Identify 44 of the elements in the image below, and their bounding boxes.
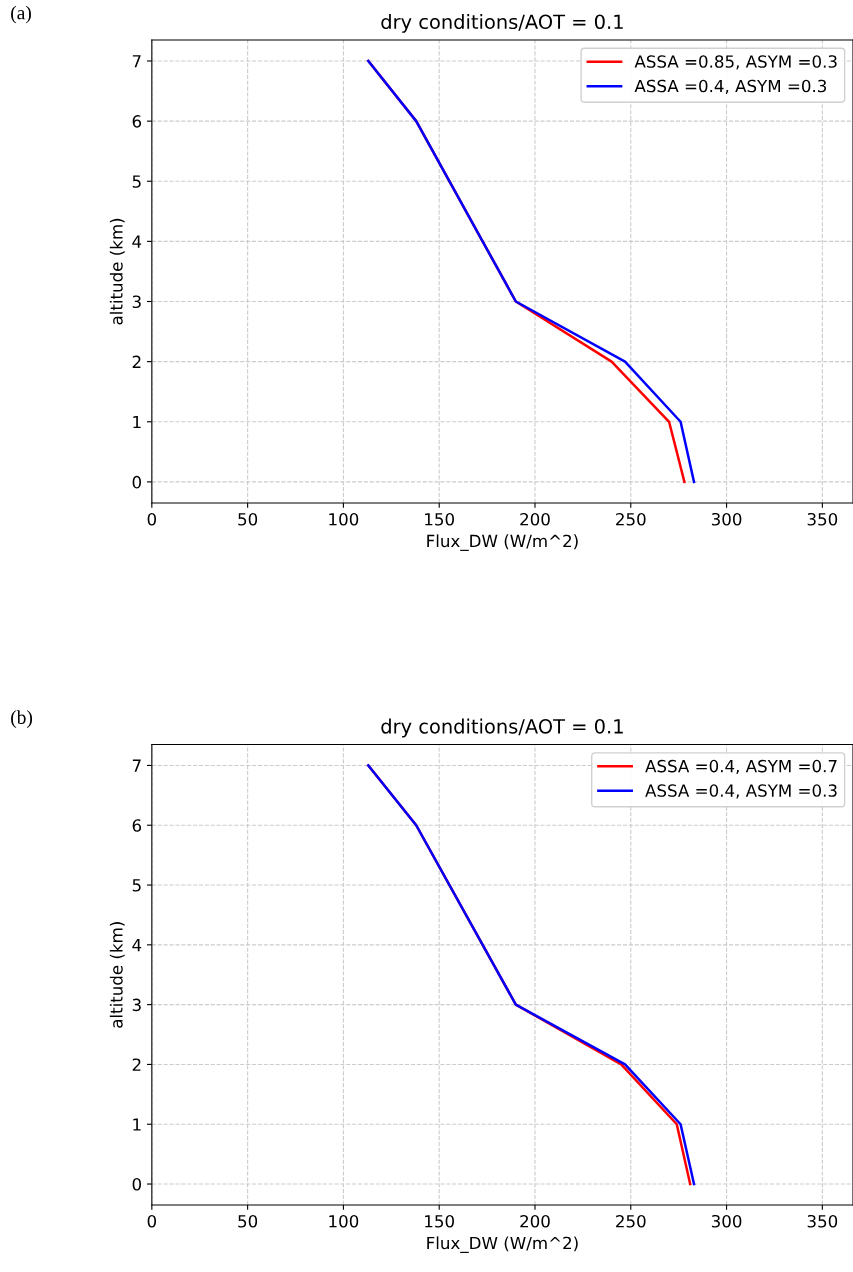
x-axis-title: Flux_DW (W/m^2) <box>427 1236 578 1253</box>
text: (b) <box>11 710 33 728</box>
y-tick-label: 6 <box>132 115 142 128</box>
y-tick-label: 1 <box>133 415 141 429</box>
x-tick-label: 350 <box>807 1214 838 1228</box>
legend-label: ASSA =0.4, ASYM =0.3 <box>645 784 837 799</box>
y-tick-label: 3 <box>132 998 141 1012</box>
y-tick-label: 4 <box>132 235 142 248</box>
x-tick-label: 300 <box>711 512 742 526</box>
x-tick-label: 50 <box>238 512 258 526</box>
legend-label: ASSA =0.4, ASYM =0.3 <box>634 79 827 95</box>
x-tick-label: 50 <box>238 1214 258 1228</box>
y-tick-label: 0 <box>132 475 142 489</box>
y-tick-label: 0 <box>132 1178 142 1191</box>
x-tick-label: 0 <box>147 1214 157 1228</box>
x-tick-label: 250 <box>616 512 646 526</box>
x-tick-label: 300 <box>711 1214 742 1228</box>
y-tick-label: 5 <box>132 879 141 892</box>
y-tick-label: 3 <box>132 295 141 309</box>
y-axis-title: altitude (km) <box>109 922 125 1028</box>
y-tick-label: 7 <box>132 55 141 68</box>
x-tick-label: 0 <box>147 512 157 526</box>
text: (a) <box>11 5 31 24</box>
x-axis-title: Flux_DW (W/m^2) <box>427 534 578 551</box>
y-tick-label: 1 <box>133 1118 141 1131</box>
y-tick-label: 2 <box>132 1058 141 1071</box>
y-tick-label: 5 <box>132 175 141 188</box>
x-tick-label: 100 <box>329 512 359 526</box>
y-tick-label: 7 <box>132 759 141 772</box>
x-tick-label: 350 <box>807 512 838 526</box>
x-tick-label: 250 <box>616 1214 646 1228</box>
legend-label: ASSA =0.85, ASYM =0.3 <box>634 55 837 70</box>
legend-label: ASSA =0.4, ASYM =0.7 <box>645 759 837 775</box>
y-axis-title: altitude (km) <box>109 218 125 325</box>
chart-title: dry conditions/AOT = 0.1 <box>381 718 623 738</box>
x-tick-label: 200 <box>520 1214 550 1228</box>
x-tick-label: 150 <box>425 512 454 526</box>
x-tick-label: 100 <box>329 1214 359 1228</box>
y-tick-label: 2 <box>132 355 141 368</box>
chart-title: dry conditions/AOT = 0.1 <box>381 14 623 33</box>
y-tick-label: 4 <box>132 939 142 952</box>
y-tick-label: 6 <box>132 819 142 832</box>
x-tick-label: 150 <box>425 1214 454 1228</box>
x-tick-label: 200 <box>520 512 550 526</box>
